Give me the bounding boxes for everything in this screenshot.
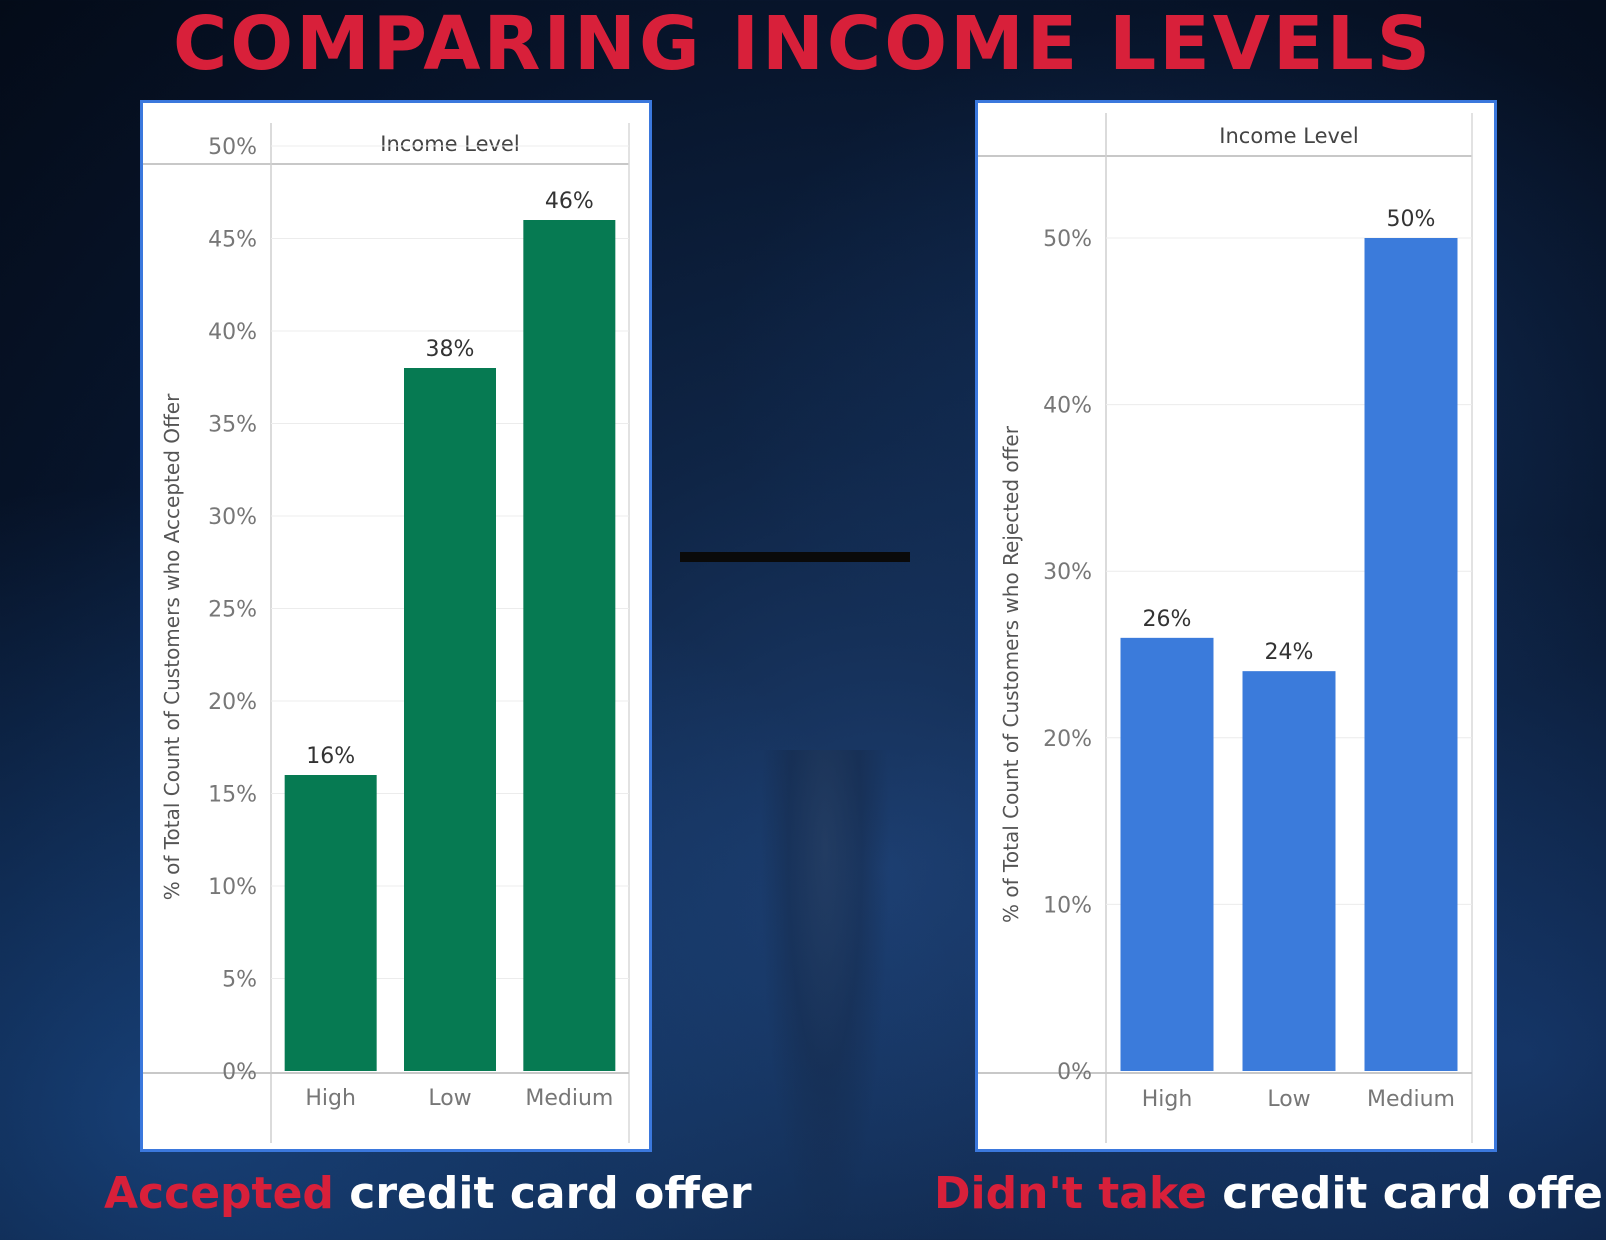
accepted-y-tick-label: 35% (208, 413, 257, 438)
accepted-bar-medium (523, 220, 616, 1071)
accepted-y-tick-label: 15% (208, 783, 257, 808)
accepted-y-axis-label: % of Total Count of Customers who Accept… (160, 393, 184, 900)
rejected-y-axis-label: % of Total Count of Customers who Reject… (999, 425, 1023, 923)
accepted-category-label: High (305, 1086, 356, 1111)
accepted-category-label: Medium (525, 1086, 613, 1111)
rejected-y-tick-label: 40% (1043, 394, 1092, 419)
accepted-caption: Accepted credit card offer (104, 1166, 752, 1222)
rejected-bar-high (1120, 637, 1214, 1071)
rejected-y-tick-label: 50% (1043, 227, 1092, 252)
rejected-caption: Didn't take credit card offer (934, 1166, 1606, 1222)
accepted-chart-panel: Income Level 0% 5% 10% 15% 20% 25% 30% 35% 40% 45%… (140, 100, 652, 1152)
rejected-caption-rest: credit card offer (1222, 1168, 1606, 1219)
accepted-y-tick-label: 10% (208, 875, 257, 900)
accepted-data-label: 38% (426, 337, 475, 362)
rejected-bar-low (1242, 671, 1336, 1071)
page-title: COMPARING INCOME LEVELS (172, 1, 1434, 87)
rejected-data-label: 24% (1265, 640, 1314, 665)
rejected-bar-medium (1364, 238, 1458, 1071)
accepted-y-tick-label: 0% (222, 1060, 257, 1085)
rejected-category-label: High (1142, 1087, 1193, 1112)
accepted-bar-low (404, 368, 496, 1071)
background-figure (760, 750, 890, 1240)
accepted-header: Income Level (380, 132, 519, 156)
accepted-y-tick-label: 45% (208, 228, 257, 253)
accepted-y-tick-label: 25% (208, 598, 257, 623)
rejected-y-tick-label: 0% (1057, 1060, 1092, 1085)
accepted-data-label: 16% (306, 744, 355, 769)
divider-bar (680, 552, 910, 562)
rejected-data-label: 50% (1387, 207, 1436, 232)
accepted-y-tick-label: 40% (208, 320, 257, 345)
rejected-y-tick-label: 20% (1043, 727, 1092, 752)
rejected-caption-accent: Didn't take (934, 1168, 1207, 1219)
accepted-bar-high (284, 775, 377, 1071)
rejected-y-tick-label: 10% (1043, 893, 1092, 918)
accepted-caption-accent: Accepted (104, 1168, 334, 1219)
rejected-category-label: Low (1267, 1087, 1310, 1112)
rejected-category-label: Medium (1367, 1087, 1455, 1112)
rejected-chart: Income Level 0% 10% 20% 30% 40% 50% % of Total … (978, 113, 1473, 1143)
accepted-y-tick-label: 50% (208, 135, 257, 160)
accepted-category-label: Low (428, 1086, 471, 1111)
accepted-y-tick-label: 5% (222, 968, 257, 993)
rejected-chart-panel: Income Level 0% 10% 20% 30% 40% 50% % of Total … (975, 100, 1497, 1152)
accepted-data-label: 46% (545, 189, 594, 214)
accepted-caption-rest: credit card offer (349, 1168, 752, 1219)
accepted-y-tick-label: 20% (208, 690, 257, 715)
rejected-header: Income Level (1219, 124, 1358, 148)
accepted-chart: Income Level 0% 5% 10% 15% 20% 25% 30% 35% 40% 45%… (143, 123, 630, 1143)
rejected-y-tick-label: 30% (1043, 560, 1092, 585)
rejected-data-label: 26% (1143, 607, 1192, 632)
accepted-y-tick-label: 30% (208, 505, 257, 530)
